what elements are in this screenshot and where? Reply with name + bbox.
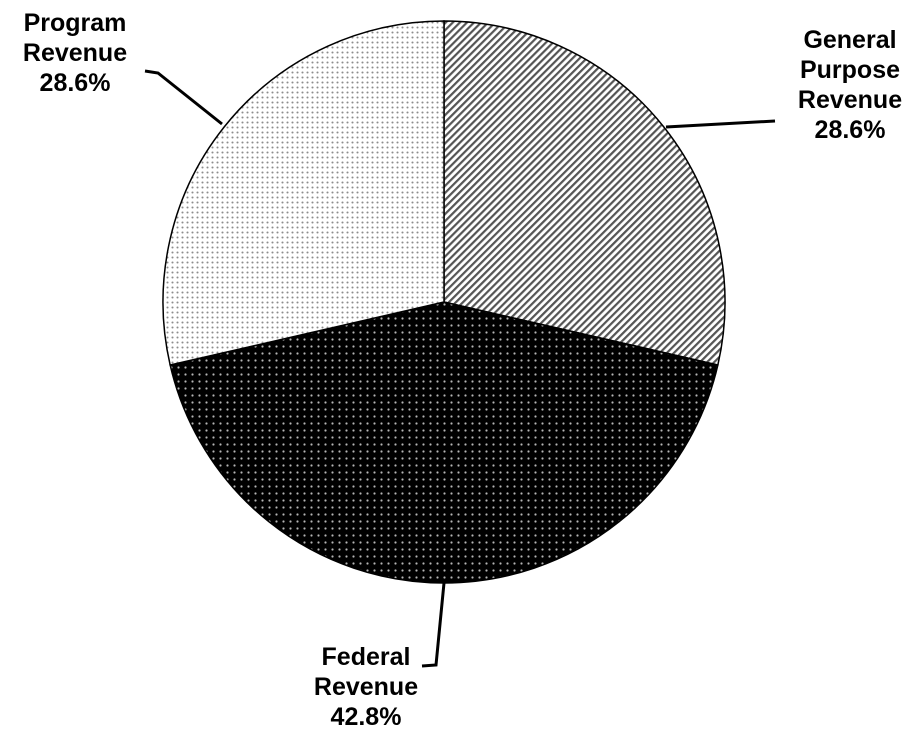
slice-name-line: General <box>803 26 896 54</box>
slice-name-line: Revenue <box>23 39 127 67</box>
slice-percent-label: 42.8% <box>331 703 402 731</box>
slice-percent-label: 28.6% <box>815 116 886 144</box>
leader-lines <box>144 69 776 668</box>
pie-slice-program-revenue <box>162 20 445 366</box>
slice-name-line: Revenue <box>314 673 418 701</box>
slice-name-line: Program <box>24 9 127 37</box>
leader-line-program-revenue <box>144 69 223 126</box>
slice-label-federal-revenue: Federal Revenue 42.8% <box>314 643 418 731</box>
slice-name-line: Federal <box>322 643 411 671</box>
slice-percent-label: 28.6% <box>40 69 111 97</box>
leader-line-federal-revenue <box>421 582 446 668</box>
slice-label-program-revenue: Program Revenue 28.6% <box>23 9 127 97</box>
pie-slice-general-purpose-revenue <box>443 20 726 366</box>
pie-slices <box>162 20 726 584</box>
slice-labels: General Purpose Revenue 28.6%Federal Revenue… <box>23 9 902 731</box>
leader-line-general-purpose-revenue <box>665 119 776 129</box>
slice-name-line: Purpose <box>800 56 900 84</box>
slice-label-general-purpose-revenue: General Purpose Revenue 28.6% <box>798 26 902 144</box>
slice-name-line: Revenue <box>798 86 902 114</box>
pie-slice-federal-revenue <box>169 301 719 584</box>
